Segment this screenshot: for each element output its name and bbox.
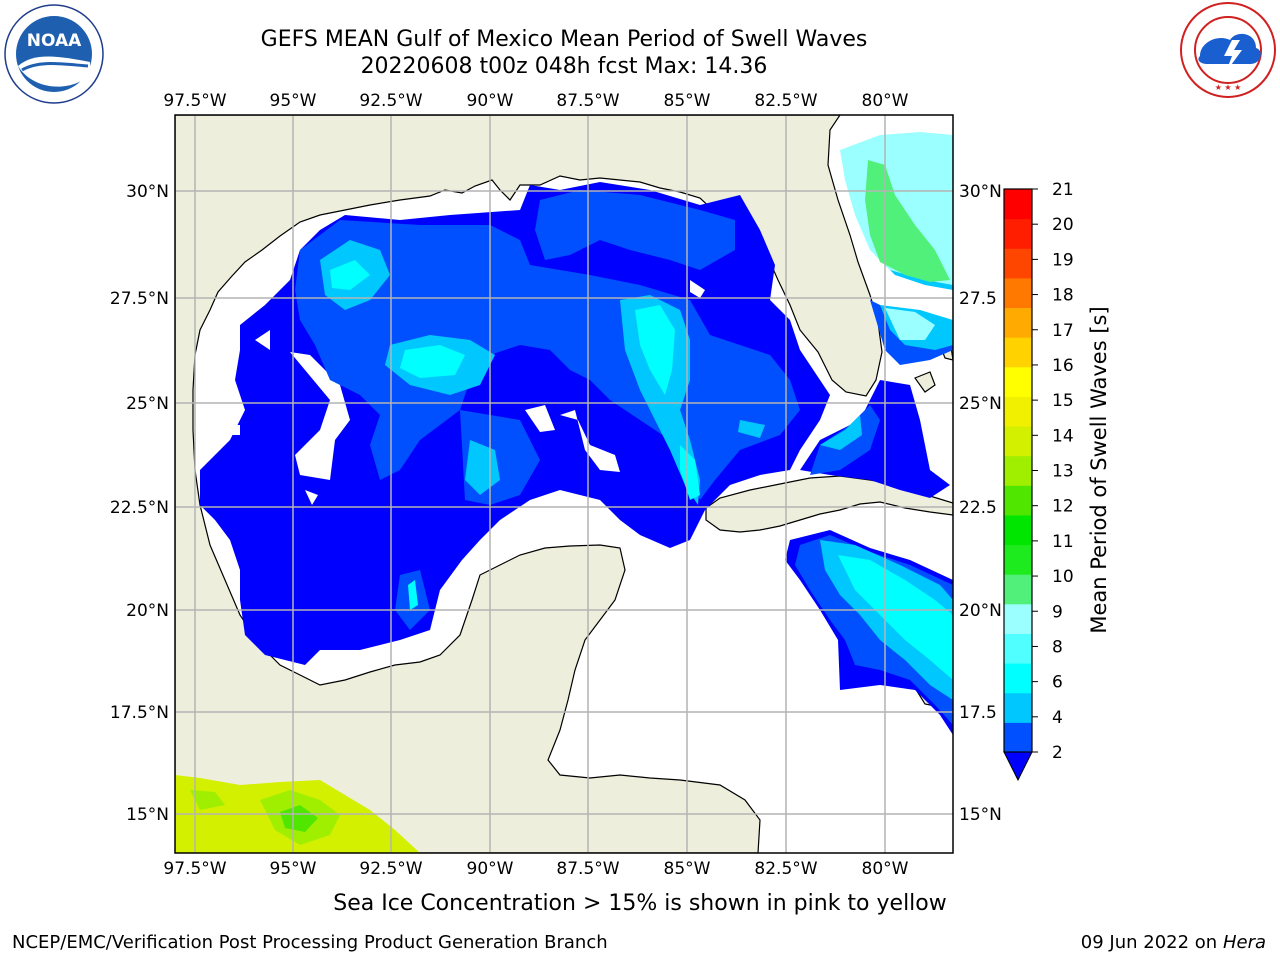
sea-ice-note: Sea Ice Concentration > 15% is shown in …	[333, 891, 947, 916]
colorbar-tick-label: 11	[1052, 532, 1074, 552]
colorbar-tick-label: 15	[1052, 391, 1074, 411]
colorbar-swatch	[1004, 722, 1032, 753]
colorbar-tick-label: 6	[1052, 673, 1063, 693]
colorbar-tick-label: 2	[1052, 743, 1063, 763]
lon-label: 87.5°W	[556, 91, 619, 111]
colorbar-swatch	[1004, 455, 1032, 486]
svg-text:★ ★ ★: ★ ★ ★	[1215, 83, 1242, 92]
lat-labels-right: 30°N 27.5 25°N 22.5 20°N 17.5 15°N	[959, 182, 1002, 825]
colorbar-swatch	[1004, 603, 1032, 634]
swell-field-6-8s	[330, 260, 953, 680]
map-frame	[174, 114, 954, 854]
colorbar-tick-label: 21	[1052, 180, 1074, 200]
lat-label: 30°N	[959, 182, 1002, 202]
lat-labels-left: 30°N 27.5°N 25°N 22.5°N 20°N 17.5°N 15°N	[110, 182, 169, 825]
colorbar-swatch	[1004, 307, 1032, 338]
colorbar-swatch	[1004, 574, 1032, 605]
colorbar-label: Mean Period of Swell Waves [s]	[1087, 306, 1111, 633]
lat-label: 22.5°N	[110, 498, 169, 518]
footer-host: Hera	[1222, 932, 1266, 953]
lon-label: 97.5°W	[163, 91, 226, 111]
lon-label: 95°W	[270, 91, 317, 111]
map-area	[175, 115, 953, 853]
colorbar-swatch	[1004, 663, 1032, 694]
footer-date: 09 Jun 2022 on Hera	[1081, 932, 1266, 953]
colorbar-under-triangle	[1003, 751, 1033, 782]
lat-label: 27.5	[959, 289, 997, 309]
lon-label: 90°W	[467, 859, 514, 879]
footer-date-text: 09 Jun 2022 on	[1080, 932, 1218, 953]
lat-label: 22.5	[959, 498, 997, 518]
colorbar-tick-label: 4	[1052, 708, 1063, 728]
lon-labels-bottom: 97.5°W 95°W 92.5°W 90°W 87.5°W 85°W 82.5…	[163, 859, 908, 879]
lat-label: 25°N	[126, 394, 169, 414]
colorbar-swatch	[1004, 485, 1032, 516]
colorbar-ticks: 2 4 6 8 9 10 11 12 13 14 15 16 17 18 19 20 21	[1032, 180, 1074, 763]
lat-label: 27.5°N	[110, 289, 169, 309]
lat-label: 15°N	[959, 805, 1002, 825]
colorbar-tick-label: 12	[1052, 497, 1074, 517]
colorbar-swatch	[1004, 248, 1032, 279]
cuba-land	[705, 475, 953, 533]
lon-label: 87.5°W	[556, 859, 619, 879]
colorbar-tick-label: 9	[1052, 602, 1063, 622]
lon-label: 92.5°W	[359, 859, 422, 879]
lon-label: 90°W	[467, 91, 514, 111]
colorbar-tick-label: 8	[1052, 637, 1063, 657]
chart-subtitle: 20220608 t00z 048h fcst Max: 14.36	[360, 54, 768, 79]
colorbar-swatch	[1004, 514, 1032, 546]
colorbar-swatch	[1004, 337, 1032, 368]
colorbar-tick-label: 20	[1052, 215, 1074, 235]
lon-label: 80°W	[862, 91, 909, 111]
colorbar-tick-label: 13	[1052, 462, 1074, 482]
colorbar-tick-label: 10	[1052, 567, 1074, 587]
lon-label: 97.5°W	[163, 859, 226, 879]
colorbar-tick-label: 14	[1052, 426, 1074, 446]
colorbar-swatches	[1004, 189, 1032, 753]
colorbar-tick-label: 17	[1052, 321, 1074, 341]
lat-label: 17.5°N	[110, 703, 169, 723]
colorbar-tick-label: 19	[1052, 250, 1074, 270]
colorbar-tick-label: 18	[1052, 286, 1074, 306]
lon-label: 82.5°W	[754, 859, 817, 879]
map-gridlines	[175, 115, 953, 853]
colorbar-tick-label: 16	[1052, 356, 1074, 376]
colorbar-swatch	[1004, 366, 1032, 397]
colorbar-swatch	[1004, 544, 1032, 575]
lat-label: 15°N	[126, 805, 169, 825]
noaa-logo-text: NOAA	[27, 31, 82, 51]
no-data-holes	[225, 280, 705, 505]
lat-label: 30°N	[126, 182, 169, 202]
lat-label: 25°N	[959, 394, 1002, 414]
lon-label: 95°W	[270, 859, 317, 879]
lon-label: 82.5°W	[754, 91, 817, 111]
nws-logo-icon: ★ ★ ★	[1180, 2, 1276, 98]
land-masses	[175, 115, 953, 853]
lat-label: 17.5	[959, 703, 997, 723]
colorbar-swatch	[1004, 189, 1032, 220]
noaa-logo-icon: NOAA	[4, 4, 104, 104]
colorbar-swatch	[1004, 277, 1032, 309]
lon-label: 85°W	[664, 859, 711, 879]
colorbar-swatch	[1004, 426, 1032, 457]
lon-label: 85°W	[664, 91, 711, 111]
north-america-land	[175, 115, 883, 853]
colorbar-swatch	[1004, 692, 1032, 723]
lon-label: 80°W	[862, 859, 909, 879]
chart-title: GEFS MEAN Gulf of Mexico Mean Period of …	[260, 27, 868, 52]
lat-label: 20°N	[126, 601, 169, 621]
colorbar-swatch	[1004, 396, 1032, 427]
lat-label: 20°N	[959, 601, 1002, 621]
colorbar-swatch	[1004, 633, 1032, 664]
colorbar: 2 4 6 8 9 10 11 12 13 14 15 16 17 18 19 20 21 Mean Perio…	[1003, 180, 1111, 782]
lon-label: 92.5°W	[359, 91, 422, 111]
colorbar-swatch	[1004, 218, 1032, 249]
lon-labels-top: 97.5°W 95°W 92.5°W 90°W 87.5°W 85°W 82.5…	[163, 91, 908, 111]
footer-credit: NCEP/EMC/Verification Post Processing Pr…	[12, 932, 608, 953]
